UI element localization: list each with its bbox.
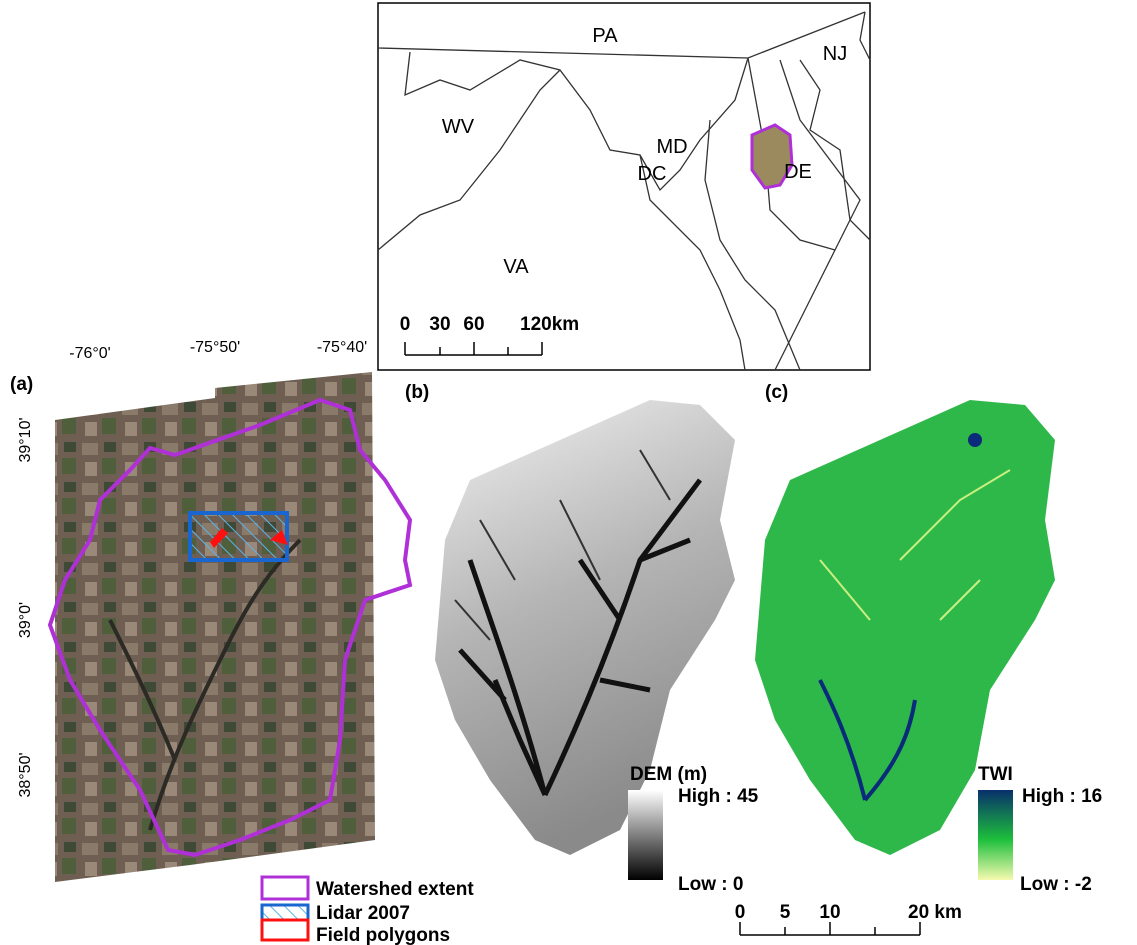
legend-label: Watershed extent xyxy=(316,879,474,900)
latitude-label: 38°50' xyxy=(17,752,34,797)
latitude-label: 39°0' xyxy=(17,602,34,638)
inset-map: PA WV MD DC DE NJ VA 0 30 60 120km xyxy=(378,3,870,370)
twi-panel xyxy=(755,400,1055,855)
state-label: DE xyxy=(784,161,812,183)
state-label: VA xyxy=(503,256,529,278)
state-label: WV xyxy=(442,116,475,138)
state-label: MD xyxy=(656,136,687,158)
panel-label: (b) xyxy=(405,382,429,403)
panel-label: (a) xyxy=(10,374,33,395)
longitude-label: -76°0' xyxy=(69,345,110,362)
scale-label: 120km xyxy=(520,314,579,335)
state-label: DC xyxy=(638,163,667,185)
legend-title: TWI xyxy=(978,764,1013,785)
scale-label: 20 km xyxy=(908,902,962,923)
legend-title: DEM (m) xyxy=(630,764,707,785)
inset-frame xyxy=(378,3,870,370)
legend-label: High : 45 xyxy=(678,786,759,807)
scale-label: 60 xyxy=(463,314,484,335)
longitude-label: -75°40' xyxy=(317,339,367,356)
scale-label: 5 xyxy=(780,902,791,923)
scale-label: 0 xyxy=(735,902,746,923)
figure: PA WV MD DC DE NJ VA 0 30 60 120km (a) (… xyxy=(0,0,1137,945)
state-label: NJ xyxy=(823,43,847,65)
legend-label: Lidar 2007 xyxy=(316,903,410,924)
lidar-extent xyxy=(190,513,287,560)
legend-label: Low : -2 xyxy=(1020,874,1092,895)
imagery-panel xyxy=(50,372,410,882)
scale-label: 10 xyxy=(819,902,840,923)
legend-label: Field polygons xyxy=(316,925,450,945)
legend: Watershed extent Lidar 2007 Field polygo… xyxy=(262,877,474,945)
state-label: PA xyxy=(592,25,618,47)
twi-color-ramp xyxy=(978,790,1013,880)
scale-label: 30 xyxy=(429,314,450,335)
scale-label: 0 xyxy=(400,314,411,335)
scale-bar xyxy=(740,922,920,935)
latitude-label: 39°10' xyxy=(17,417,34,462)
legend-label: Low : 0 xyxy=(678,874,743,895)
dem-color-ramp xyxy=(628,790,663,880)
panel-label: (c) xyxy=(765,382,788,403)
legend-label: High : 16 xyxy=(1022,786,1102,807)
longitude-label: -75°50' xyxy=(190,339,240,356)
